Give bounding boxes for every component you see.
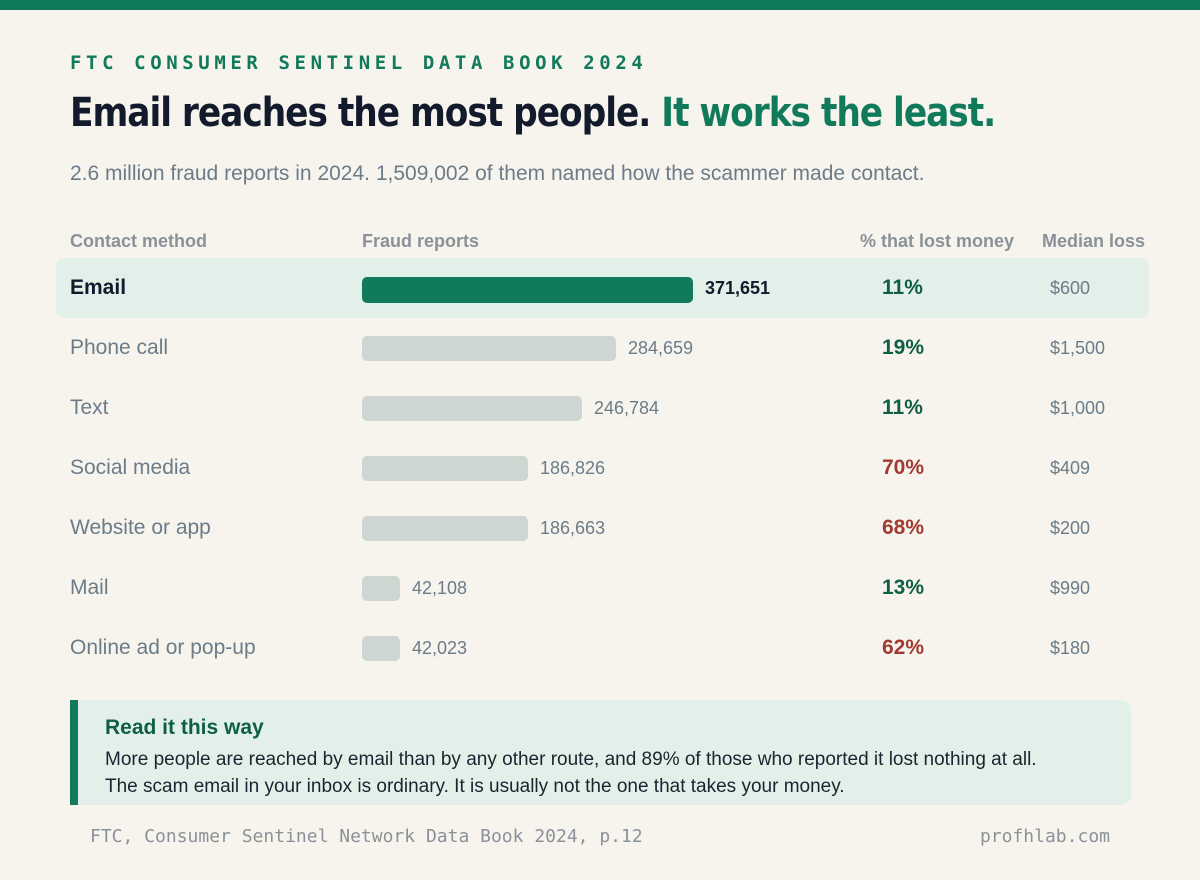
pct-lost-money: 11% [882, 276, 923, 299]
median-loss: $1,000 [1050, 398, 1106, 418]
table-row: Text 246,784 11% $1,000 [56, 378, 1149, 438]
headline: Email reaches the most people. It works … [70, 90, 996, 136]
table-row: Email 371,651 11% $600 [56, 258, 1149, 318]
report-count-label: 284,659 [628, 338, 694, 358]
report-count-label: 246,784 [594, 398, 660, 418]
report-bar [362, 277, 693, 303]
report-count-label: 42,108 [412, 578, 468, 598]
report-bar [362, 336, 616, 361]
table-row: Mail 42,108 13% $990 [56, 558, 1149, 618]
report-bar [362, 516, 528, 541]
subtitle: 2.6 million fraud reports in 2024. 1,509… [70, 162, 925, 185]
report-bar [362, 396, 582, 421]
pct-lost-money: 68% [882, 516, 925, 539]
report-count-label: 186,826 [540, 458, 606, 478]
contact-method-label: Phone call [70, 336, 169, 359]
contact-method-label: Mail [70, 576, 109, 599]
callout-title: Read it this way [105, 716, 264, 739]
median-loss: $409 [1050, 458, 1091, 478]
contact-method-label: Website or app [70, 516, 211, 539]
column-header-pct: % that lost money [860, 231, 1015, 251]
column-header-loss: Median loss [1042, 231, 1146, 251]
table-row: Website or app 186,663 68% $200 [56, 498, 1149, 558]
table-row: Phone call 284,659 19% $1,500 [56, 318, 1149, 378]
median-loss: $1,500 [1050, 338, 1106, 358]
report-count-label: 42,023 [412, 638, 468, 658]
pct-lost-money: 11% [882, 396, 923, 419]
pct-lost-money: 19% [882, 336, 925, 359]
callout-body: More people are reached by email than by… [105, 749, 1037, 797]
pct-lost-money: 62% [882, 636, 925, 659]
contact-method-label: Online ad or pop-up [70, 636, 256, 659]
report-bar [362, 456, 528, 481]
table-row: Social media 186,826 70% $409 [56, 438, 1149, 498]
median-loss: $600 [1050, 278, 1091, 298]
site-credit: profhlab.com [979, 826, 1110, 847]
table-row: Online ad or pop-up 42,023 62% $180 [56, 618, 1149, 678]
headline-accent: It works the least. [661, 90, 996, 136]
pct-lost-money: 70% [882, 456, 925, 479]
report-count-label: 371,651 [705, 278, 771, 298]
eyebrow-label: FTC CONSUMER SENTINEL DATA BOOK 2024 [70, 52, 648, 74]
contact-method-label: Social media [70, 456, 191, 479]
report-bar [362, 636, 400, 661]
column-header-reports: Fraud reports [362, 231, 480, 251]
callout-box: Read it this way More people are reached… [70, 700, 1131, 805]
median-loss: $180 [1050, 638, 1091, 658]
report-bar [362, 576, 400, 601]
top-accent-bar [0, 0, 1200, 10]
contact-method-label: Text [70, 396, 109, 419]
report-count-label: 186,663 [540, 518, 606, 538]
median-loss: $200 [1050, 518, 1091, 538]
median-loss: $990 [1050, 578, 1091, 598]
column-header-method: Contact method [70, 231, 207, 251]
pct-lost-money: 13% [882, 576, 925, 599]
source-citation: FTC, Consumer Sentinel Network Data Book… [90, 826, 643, 847]
headline-main: Email reaches the most people. [70, 90, 651, 136]
contact-method-label: Email [70, 276, 127, 299]
